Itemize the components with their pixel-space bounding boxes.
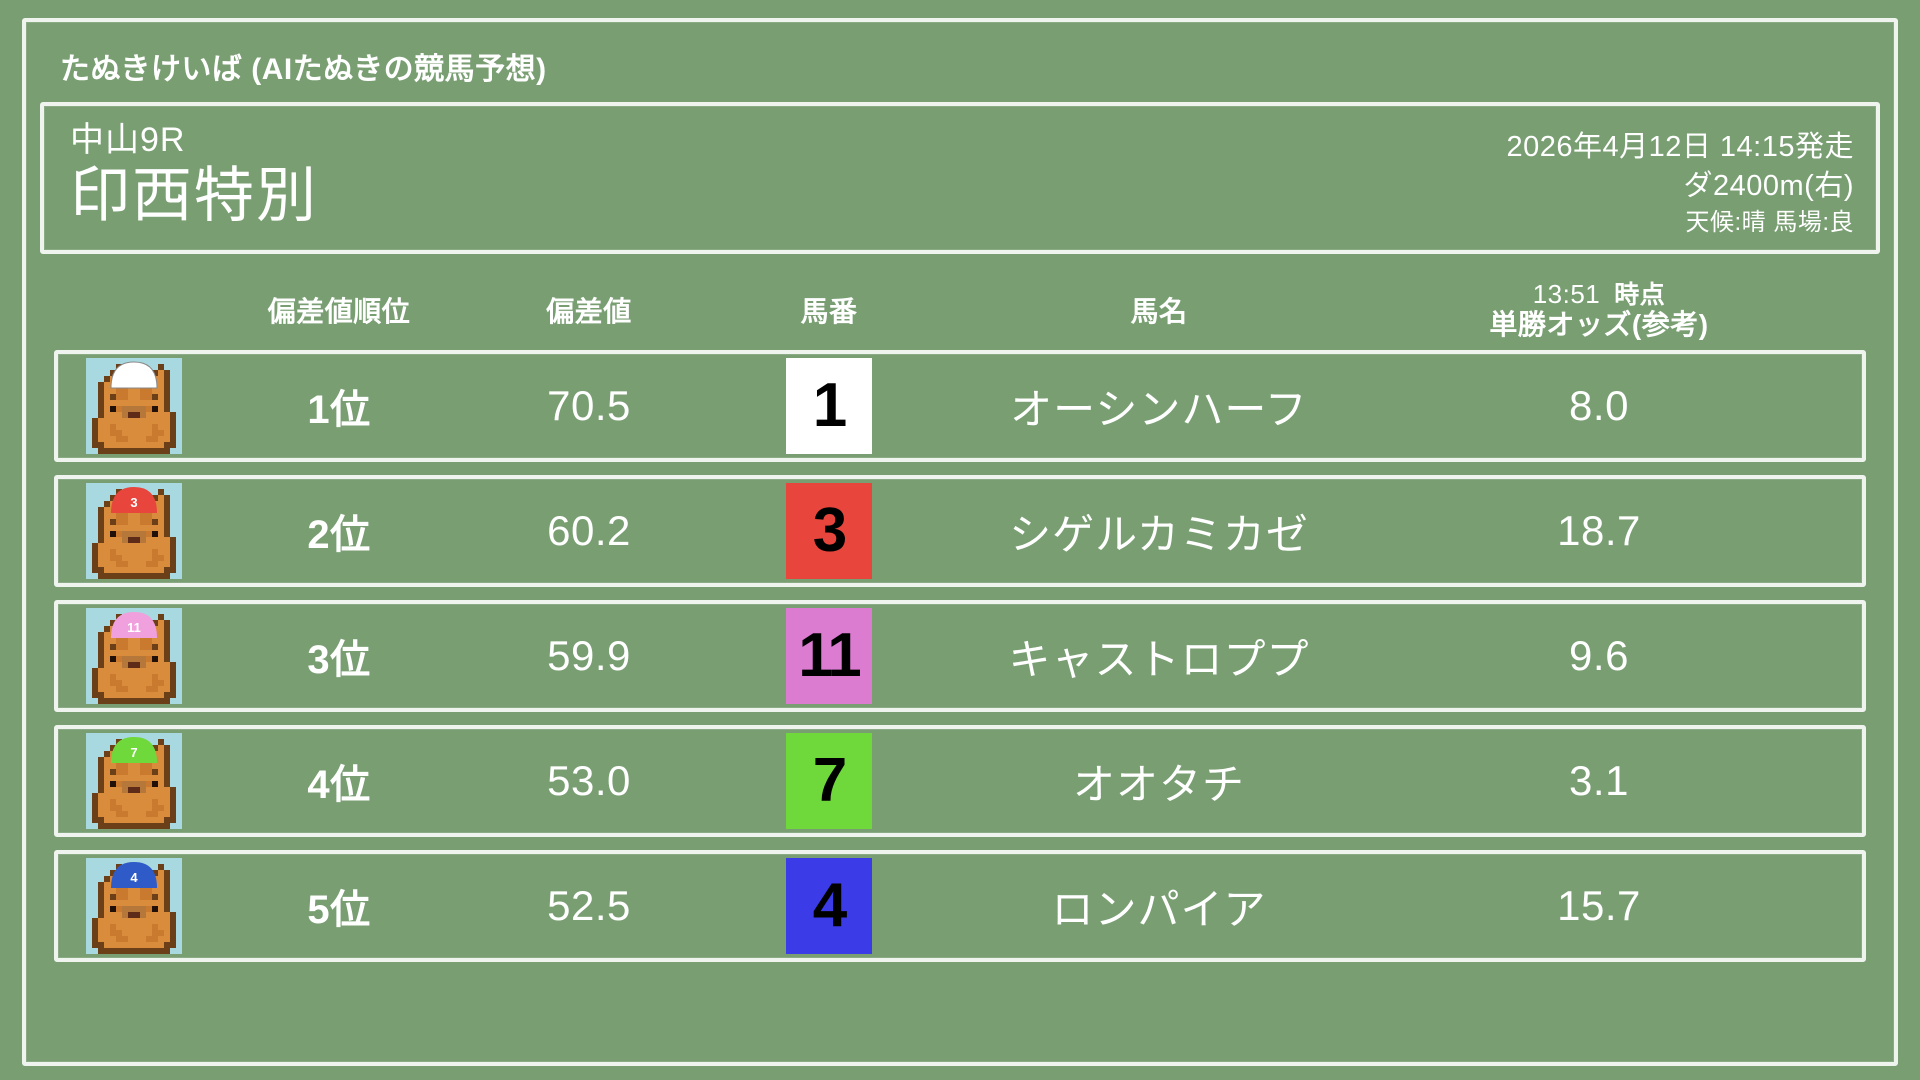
gate-cell: 7 (714, 733, 944, 830)
tanuki-avatar-icon: 4 (86, 858, 182, 955)
rank-value: 4位 (307, 763, 371, 808)
race-datetime: 2026年4月12日 14:15発走 (1506, 131, 1854, 163)
gate-cell: 4 (714, 858, 944, 955)
gate-cell: 3 (714, 483, 944, 580)
race-name: 印西特別 (70, 162, 318, 230)
score-value: 60.2 (547, 507, 631, 555)
rank-value: 5位 (307, 888, 371, 933)
odds-column-label: 単勝オッズ(参考) (1489, 309, 1709, 341)
avatar-cell: 1 (54, 358, 214, 455)
avatar-cell: 11 (54, 608, 214, 705)
horse-name[interactable]: ロンパイア (1051, 885, 1267, 933)
svg-text:11: 11 (127, 620, 141, 635)
gate-cell: 1 (714, 358, 944, 455)
odds-value: 9.6 (1569, 632, 1629, 680)
gate-cell: 11 (714, 608, 944, 705)
avatar-cell: 7 (54, 733, 214, 830)
chalkboard-panel: たぬきけいば (AIたぬきの競馬予想) 中山9R 印西特別 2026年4月12日… (22, 18, 1898, 1066)
svg-text:1: 1 (130, 370, 137, 385)
column-header-rank: 偏差値順位 (267, 296, 411, 328)
table-row[interactable]: 11 3位 59.9 11 キャストロププ 9.6 (54, 600, 1866, 713)
score-value: 52.5 (547, 882, 631, 930)
rank-value: 1位 (307, 388, 371, 433)
odds-timestamp: 13:51 (1532, 279, 1601, 309)
tanuki-avatar-icon: 3 (86, 483, 182, 580)
svg-text:3: 3 (130, 495, 137, 510)
horse-name[interactable]: オオタチ (1072, 760, 1245, 808)
race-header: 中山9R 印西特別 2026年4月12日 14:15発走 ダ2400m(右) 天… (40, 102, 1880, 254)
column-header-gate: 馬番 (800, 296, 858, 328)
odds-value: 18.7 (1557, 507, 1641, 555)
table-header-row: 偏差値順位 偏差値 馬番 馬名 13:51 時点 単勝オッズ(参考) (54, 279, 1866, 350)
column-header-score: 偏差値 (546, 296, 632, 328)
odds-value: 15.7 (1557, 882, 1641, 930)
race-venue: 中山9R (70, 121, 186, 159)
race-header-left: 中山9R 印西特別 (70, 116, 318, 230)
prediction-table: 偏差値順位 偏差値 馬番 馬名 13:51 時点 単勝オッズ(参考) 1 1位 7… (40, 279, 1880, 963)
table-row[interactable]: 7 4位 53.0 7 オオタチ 3.1 (54, 725, 1866, 838)
column-header-horse-name: 馬名 (1130, 296, 1188, 328)
horse-name[interactable]: シゲルカミカゼ (1009, 510, 1309, 558)
horse-name[interactable]: キャストロププ (1008, 635, 1310, 683)
avatar-cell: 3 (54, 483, 214, 580)
odds-value: 3.1 (1569, 757, 1629, 805)
gate-number-badge: 7 (786, 733, 872, 830)
horse-name[interactable]: オーシンハーフ (1010, 385, 1308, 433)
svg-text:4: 4 (130, 870, 138, 885)
race-header-right: 2026年4月12日 14:15発走 ダ2400m(右) 天候:晴 馬場:良 (1506, 116, 1854, 240)
table-body: 1 1位 70.5 1 オーシンハーフ 8.0 3 2位 60.2 3 シゲルカ… (54, 350, 1866, 963)
score-value: 53.0 (547, 757, 631, 805)
odds-value: 8.0 (1569, 382, 1629, 430)
avatar-cell: 4 (54, 858, 214, 955)
column-header-odds: 13:51 時点 単勝オッズ(参考) (1374, 279, 1824, 341)
gate-number-badge: 4 (786, 858, 872, 955)
race-course: ダ2400m(右) (1683, 170, 1854, 203)
gate-number-badge: 3 (786, 483, 872, 580)
table-row[interactable]: 1 1位 70.5 1 オーシンハーフ 8.0 (54, 350, 1866, 463)
rank-value: 2位 (307, 513, 371, 558)
score-value: 70.5 (547, 382, 631, 430)
gate-number-badge: 11 (786, 608, 872, 705)
app-title: たぬきけいば (AIたぬきの競馬予想) (60, 53, 547, 86)
svg-text:7: 7 (130, 745, 137, 760)
odds-timestamp-suffix: 時点 (1614, 281, 1666, 309)
gate-number-badge: 1 (786, 358, 872, 455)
table-row[interactable]: 3 2位 60.2 3 シゲルカミカゼ 18.7 (54, 475, 1866, 588)
table-row[interactable]: 4 5位 52.5 4 ロンパイア 15.7 (54, 850, 1866, 963)
race-conditions: 天候:晴 馬場:良 (1685, 209, 1854, 237)
rank-value: 3位 (307, 638, 371, 683)
score-value: 59.9 (547, 632, 631, 680)
tanuki-avatar-icon: 1 (86, 358, 182, 455)
tanuki-avatar-icon: 7 (86, 733, 182, 830)
tanuki-avatar-icon: 11 (86, 608, 182, 705)
